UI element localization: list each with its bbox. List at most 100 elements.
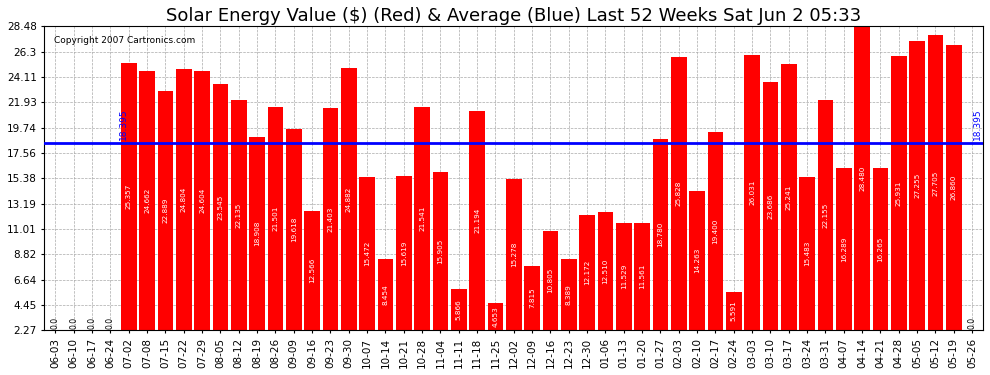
Text: 24.604: 24.604 [199, 188, 205, 213]
Bar [231, 100, 247, 357]
Bar [616, 223, 632, 357]
Text: 28.480: 28.480 [859, 166, 865, 191]
Text: 25.357: 25.357 [126, 184, 132, 209]
Bar [945, 45, 961, 357]
Text: 25.241: 25.241 [786, 184, 792, 210]
Text: 22.155: 22.155 [823, 202, 829, 228]
Text: 19.400: 19.400 [713, 218, 719, 244]
Text: 23.545: 23.545 [218, 194, 224, 220]
Bar [304, 211, 320, 357]
Text: 26.031: 26.031 [749, 180, 755, 205]
Text: 18.395: 18.395 [119, 108, 128, 140]
Text: 15.619: 15.619 [401, 240, 407, 266]
Text: 11.561: 11.561 [640, 264, 645, 289]
Text: 0.0: 0.0 [88, 317, 97, 329]
Text: 10.805: 10.805 [547, 268, 553, 293]
Text: 18.780: 18.780 [657, 222, 663, 247]
Bar [359, 177, 375, 357]
Bar [579, 216, 595, 357]
Bar [652, 139, 668, 357]
Text: 16.289: 16.289 [841, 236, 846, 262]
Bar [157, 91, 173, 357]
Text: 15.472: 15.472 [364, 241, 370, 266]
Bar [525, 266, 540, 357]
Text: 0.0: 0.0 [967, 317, 976, 329]
Bar [414, 107, 430, 357]
Text: 0.0: 0.0 [69, 317, 78, 329]
Text: 24.662: 24.662 [145, 188, 150, 213]
Text: 15.278: 15.278 [511, 242, 517, 267]
Bar [396, 176, 412, 357]
Text: 15.905: 15.905 [438, 238, 444, 264]
Bar [689, 191, 705, 357]
Bar [671, 57, 686, 357]
Text: 12.510: 12.510 [602, 258, 609, 284]
Text: 27.255: 27.255 [914, 173, 920, 198]
Bar [140, 71, 154, 357]
Text: 0.0: 0.0 [106, 317, 115, 329]
Text: 26.860: 26.860 [950, 175, 956, 200]
Text: 25.828: 25.828 [676, 181, 682, 206]
Bar [506, 180, 522, 357]
Bar [323, 108, 339, 357]
Bar [836, 168, 851, 357]
Bar [762, 82, 778, 357]
Text: 4.653: 4.653 [492, 306, 498, 327]
Bar [469, 111, 485, 357]
Bar [854, 27, 870, 357]
Bar [543, 231, 558, 357]
Text: 22.889: 22.889 [162, 198, 168, 223]
Text: 25.931: 25.931 [896, 180, 902, 206]
Bar [286, 129, 302, 357]
Text: 15.483: 15.483 [804, 241, 810, 266]
Text: 24.804: 24.804 [181, 187, 187, 212]
Bar [213, 84, 229, 357]
Bar [194, 71, 210, 357]
Bar [249, 137, 265, 357]
Text: 7.815: 7.815 [529, 288, 535, 308]
Text: 5.866: 5.866 [455, 299, 461, 320]
Bar [451, 288, 466, 357]
Text: 11.529: 11.529 [621, 264, 627, 289]
Bar [744, 55, 760, 357]
Bar [598, 211, 613, 357]
Bar [561, 259, 576, 357]
Bar [781, 64, 797, 357]
Text: 8.389: 8.389 [565, 284, 572, 305]
Bar [726, 292, 742, 357]
Text: 18.395: 18.395 [973, 108, 982, 140]
Text: 21.194: 21.194 [474, 208, 480, 233]
Text: 22.135: 22.135 [236, 202, 242, 228]
Text: 5.591: 5.591 [731, 300, 737, 321]
Text: 12.566: 12.566 [309, 258, 315, 283]
Text: 19.618: 19.618 [291, 217, 297, 242]
Bar [818, 100, 834, 357]
Bar [799, 177, 815, 357]
Bar [488, 303, 503, 357]
Text: 23.686: 23.686 [767, 194, 773, 219]
Bar [872, 168, 888, 357]
Bar [928, 36, 943, 357]
Text: 8.454: 8.454 [382, 284, 388, 305]
Text: 24.882: 24.882 [346, 186, 351, 212]
Text: 16.265: 16.265 [877, 236, 883, 262]
Text: 21.403: 21.403 [328, 207, 334, 232]
Text: Copyright 2007 Cartronics.com: Copyright 2007 Cartronics.com [53, 36, 195, 45]
Text: 18.908: 18.908 [254, 221, 260, 246]
Bar [121, 63, 137, 357]
Bar [891, 56, 907, 357]
Text: 21.501: 21.501 [272, 206, 278, 231]
Text: 14.263: 14.263 [694, 248, 700, 273]
Bar [433, 172, 448, 357]
Bar [176, 69, 192, 357]
Title: Solar Energy Value ($) (Red) & Average (Blue) Last 52 Weeks Sat Jun 2 05:33: Solar Energy Value ($) (Red) & Average (… [166, 7, 861, 25]
Bar [635, 222, 649, 357]
Text: 21.541: 21.541 [419, 206, 425, 231]
Text: 12.172: 12.172 [584, 260, 590, 285]
Bar [377, 258, 393, 357]
Text: 0.0: 0.0 [50, 317, 60, 329]
Bar [341, 68, 356, 357]
Text: 27.705: 27.705 [933, 170, 939, 195]
Bar [267, 107, 283, 357]
Bar [909, 41, 925, 357]
